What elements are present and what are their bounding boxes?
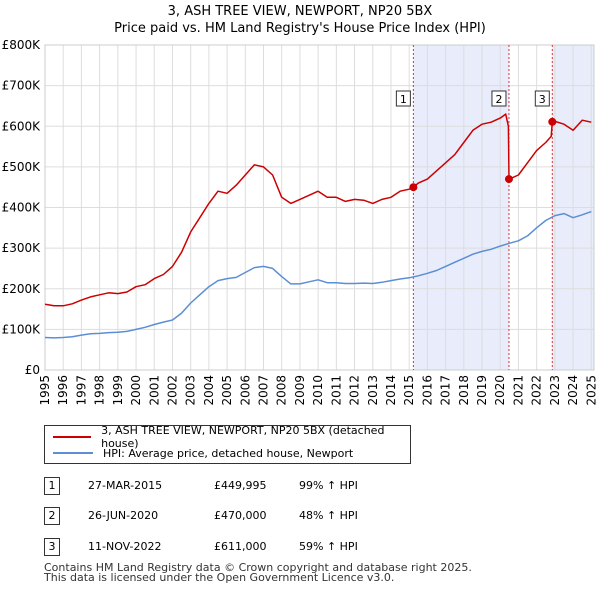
legend: 3, ASH TREE VIEW, NEWPORT, NP20 5BX (det… [44, 424, 411, 464]
sale-point [504, 175, 513, 184]
y-tick-label: £300K [2, 241, 42, 255]
transaction-price: £611,000 [214, 540, 267, 553]
event-badge-label: 1 [400, 93, 407, 106]
x-tick-label: 2003 [184, 375, 198, 406]
chart-subtitle: Price paid vs. HM Land Registry's House … [114, 21, 486, 36]
x-tick-label: 2023 [548, 375, 562, 406]
event-badge [534, 90, 550, 107]
x-tick-label: 2025 [584, 375, 598, 406]
x-tick-label: 1998 [93, 375, 107, 406]
y-tick-label: £600K [2, 119, 42, 133]
x-tick-label: 2018 [457, 375, 471, 406]
transaction-hpi: 48% ↑ HPI [299, 509, 358, 522]
y-tick-label: £0 [25, 363, 40, 377]
legend-item-hpi: HPI: Average price, detached house, Newp… [45, 445, 353, 461]
x-tick-label: 2022 [530, 375, 544, 406]
legend-label-hpi: HPI: Average price, detached house, Newp… [103, 446, 354, 460]
x-tick-label: 2001 [147, 375, 161, 406]
price-chart: £0 £100K £200K £300K £400K £500K £600K £700K £80… [2, 38, 599, 406]
footer: Contains HM Land Registry data © Crown c… [44, 561, 472, 584]
x-tick-label: 2015 [402, 375, 416, 406]
y-tick-label: £800K [2, 38, 42, 52]
x-tick-label: 2017 [439, 375, 453, 406]
x-tick-label: 2016 [420, 375, 434, 406]
x-tick-label: 2024 [566, 375, 580, 406]
legend-blue-line [53, 452, 93, 454]
transaction-price: £470,000 [214, 509, 267, 522]
hpi-line [44, 210, 592, 339]
x-tick-label: 2011 [329, 375, 343, 406]
transaction-badge: 1 [44, 477, 60, 495]
plot-frame [44, 44, 595, 371]
event-badge-label: 2 [495, 93, 502, 106]
x-tick-label: 2006 [238, 375, 252, 406]
x-tick-label: 2005 [220, 375, 234, 406]
sale-point [548, 117, 557, 126]
x-tick-label: 2021 [511, 375, 525, 406]
transaction-date: 26-JUN-2020 [88, 509, 159, 522]
x-tick-label: 2010 [311, 375, 325, 406]
legend-red-line [53, 436, 92, 438]
transaction-price: £449,995 [214, 479, 267, 492]
footer-copyright: Contains HM Land Registry data © Crown c… [44, 561, 472, 574]
y-tick-label: £100K [2, 322, 42, 336]
legend-item-property: 3, ASH TREE VIEW, NEWPORT, NP20 5BX (det… [45, 424, 410, 450]
event-badge-label: 3 [539, 93, 546, 106]
transaction-hpi: 59% ↑ HPI [299, 540, 358, 553]
transaction-hpi: 99% ↑ HPI [299, 479, 358, 492]
x-tick-label: 2012 [348, 375, 362, 406]
x-tick-label: 1997 [74, 375, 88, 406]
x-tick-label: 1996 [56, 375, 70, 406]
transaction-date: 27-MAR-2015 [88, 479, 163, 492]
x-tick-label: 2020 [493, 375, 507, 406]
y-tick-label: £500K [2, 160, 42, 174]
x-tick-label: 1999 [111, 375, 125, 406]
x-tick-label: 2002 [165, 375, 179, 406]
x-tick-label: 2004 [202, 375, 216, 406]
x-tick-label: 2007 [257, 375, 271, 406]
x-tick-label: 2013 [366, 375, 380, 406]
x-tick-label: 2000 [129, 375, 143, 406]
x-tick-label: 2009 [293, 375, 307, 406]
transaction-date: 11-NOV-2022 [88, 540, 162, 553]
transaction-badge: 3 [44, 538, 60, 556]
legend-label-property: 3, ASH TREE VIEW, NEWPORT, NP20 5BX (det… [101, 424, 385, 450]
event-badge [395, 90, 411, 107]
y-tick-label: £400K [2, 201, 42, 215]
x-tick-label: 2008 [275, 375, 289, 406]
chart-title: 3, ASH TREE VIEW, NEWPORT, NP20 5BX [167, 4, 433, 19]
y-tick-label: £200K [2, 282, 42, 296]
event-badge [491, 90, 507, 107]
transaction-badge: 2 [44, 507, 60, 525]
x-tick-label: 2014 [384, 375, 398, 406]
x-tick-label: 2019 [475, 375, 489, 406]
x-tick-label: 1995 [38, 375, 52, 406]
y-tick-label: £700K [2, 79, 42, 93]
footer-licence: This data is licensed under the Open Gov… [44, 571, 395, 584]
sale-point [409, 183, 418, 192]
